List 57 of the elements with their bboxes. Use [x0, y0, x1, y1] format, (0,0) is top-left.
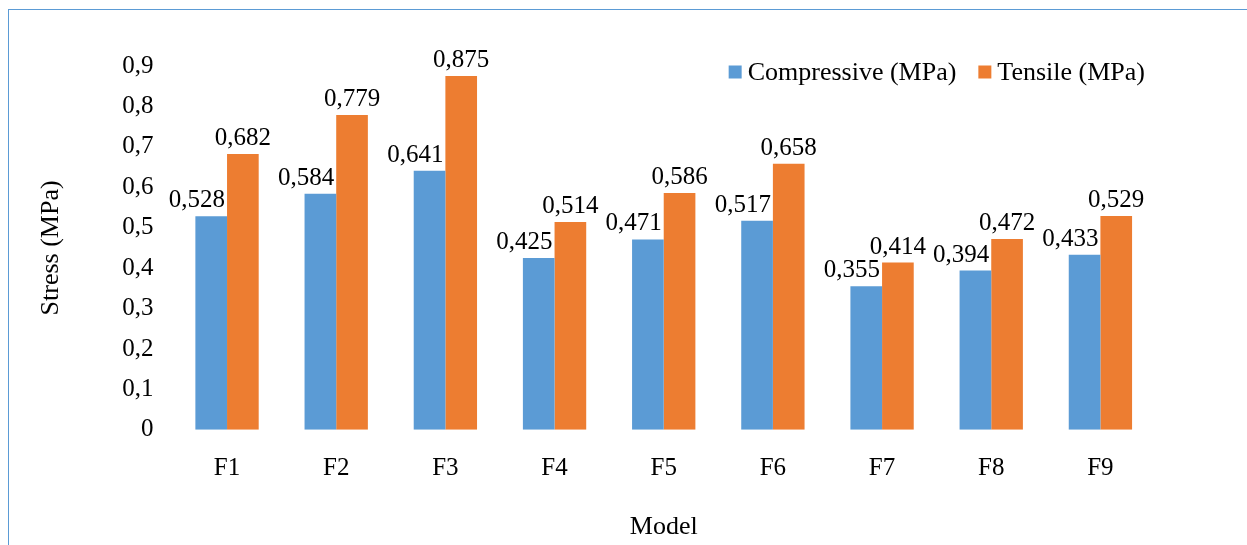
x-axis-title: Model [629, 511, 698, 541]
data-label: 0,529 [1088, 185, 1145, 213]
y-axis-title: Stress (MPa) [35, 180, 65, 316]
data-label: 0,682 [214, 123, 271, 151]
data-label: 0,517 [714, 189, 771, 217]
bar [413, 170, 446, 430]
y-tick-label: 0,9 [122, 50, 154, 78]
x-tick-label: F4 [541, 453, 569, 481]
bar [741, 220, 773, 430]
y-tick-label: 0,8 [122, 90, 154, 118]
y-tick-label: 0,7 [122, 131, 154, 159]
bar [554, 222, 587, 430]
bar [445, 76, 478, 430]
data-label: 0,875 [433, 45, 490, 73]
bar [772, 163, 805, 430]
bar [522, 258, 555, 430]
bar [336, 114, 368, 430]
y-tick-label: 0,2 [122, 333, 154, 361]
y-tick-label: 0,4 [122, 252, 154, 280]
data-label: 0,471 [605, 208, 662, 236]
bar [850, 286, 883, 430]
legend-label: Tensile (MPa) [997, 56, 1146, 86]
data-label: 0,779 [323, 83, 381, 111]
data-label: 0,514 [542, 191, 600, 219]
data-label: 0,528 [168, 185, 226, 213]
data-label: 0,425 [496, 227, 553, 255]
data-label: 0,586 [651, 161, 708, 189]
bar [1068, 254, 1101, 430]
x-tick-label: F6 [759, 453, 787, 481]
data-label: 0,433 [1042, 223, 1099, 251]
x-tick-label: F5 [650, 453, 677, 481]
bar [632, 239, 664, 430]
bar [195, 216, 228, 430]
bar [959, 270, 992, 430]
y-tick-label: 0,5 [122, 212, 154, 240]
bar [304, 193, 337, 430]
x-tick-label: F1 [213, 453, 241, 481]
bar [882, 262, 914, 430]
bar [663, 192, 696, 430]
bar [227, 154, 259, 430]
data-label: 0,394 [932, 239, 990, 267]
bar [991, 239, 1023, 430]
y-tick-label: 0 [140, 414, 154, 442]
x-tick-label: F2 [323, 453, 350, 481]
y-tick-label: 0,6 [122, 171, 154, 199]
x-tick-label: F8 [978, 453, 1005, 481]
x-tick-label: F9 [1087, 453, 1114, 481]
legend-label: Compressive (MPa) [747, 56, 957, 86]
x-tick-label: F3 [432, 453, 459, 481]
data-label: 0,658 [760, 132, 817, 160]
data-label: 0,641 [387, 139, 444, 167]
bar [1100, 215, 1133, 430]
data-label: 0,472 [978, 208, 1036, 236]
y-tick-label: 0,1 [122, 373, 154, 401]
data-label: 0,584 [277, 162, 335, 190]
y-tick-label: 0,3 [122, 293, 154, 321]
x-tick-label: F7 [868, 453, 896, 481]
